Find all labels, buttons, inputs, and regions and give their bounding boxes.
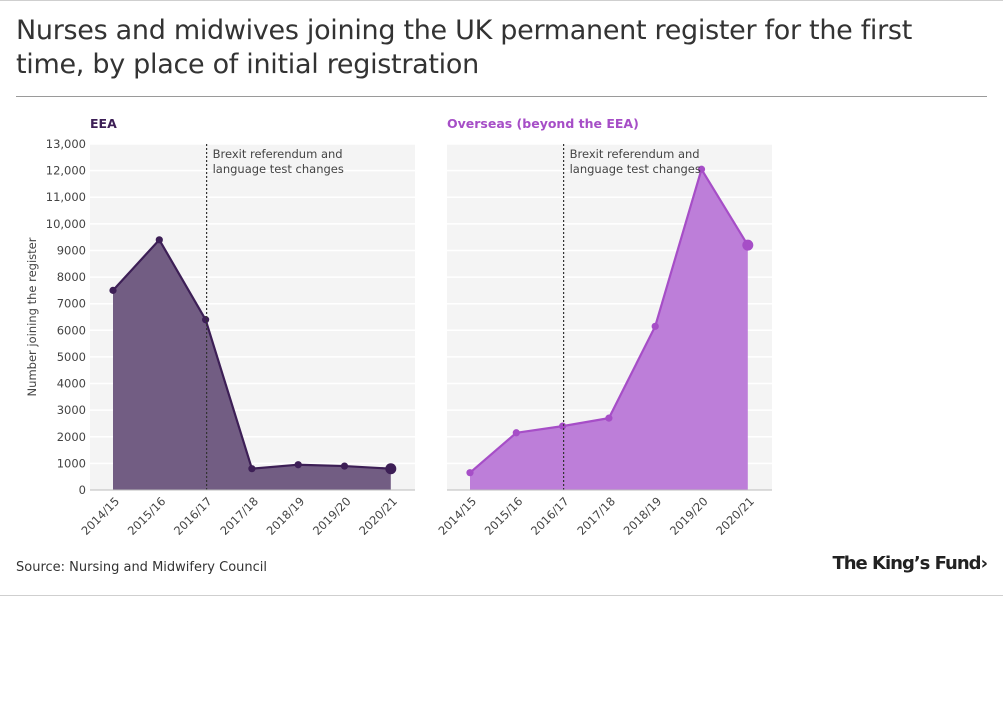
data-point xyxy=(202,316,210,324)
x-tick-label: 2016/17 xyxy=(171,494,215,538)
x-tick-label: 2015/16 xyxy=(482,494,526,538)
page-title: Nurses and midwives joining the UK perma… xyxy=(16,15,912,80)
title-divider xyxy=(16,96,987,97)
y-tick-label: 4000 xyxy=(57,377,86,391)
top-rule xyxy=(0,0,1003,1)
x-tick-label: 2020/21 xyxy=(356,494,400,538)
x-tick-label: 2019/20 xyxy=(310,494,354,538)
data-point xyxy=(340,462,349,470)
y-tick-label: 6000 xyxy=(57,323,86,337)
data-point xyxy=(109,286,117,294)
data-point xyxy=(512,429,520,437)
annotation-label: Brexit referendum and xyxy=(570,147,700,161)
source-note: Source: Nursing and Midwifery Council xyxy=(16,560,268,575)
x-tick-label: 2014/15 xyxy=(78,494,122,538)
y-tick-label: 8000 xyxy=(57,270,86,284)
x-tick-label: 2014/15 xyxy=(435,494,479,538)
data-point xyxy=(248,465,256,473)
y-tick-label: 7000 xyxy=(57,297,86,311)
data-point xyxy=(559,422,567,430)
y-tick-label: 11,000 xyxy=(46,190,86,204)
panel-title: Overseas (beyond the EEA) xyxy=(447,116,639,131)
bottom-rule xyxy=(0,595,1003,596)
kings-fund-logo: The King’s Fund› xyxy=(832,553,988,574)
y-tick-label: 12,000 xyxy=(46,164,86,178)
panel-title: EEA xyxy=(90,116,117,131)
data-point xyxy=(294,461,302,469)
y-tick-label: 0 xyxy=(79,483,86,497)
x-tick-label: 2020/21 xyxy=(713,494,757,538)
data-point xyxy=(385,463,397,475)
data-point xyxy=(697,165,706,173)
area-fill xyxy=(113,239,391,490)
data-point xyxy=(742,239,754,251)
y-tick-label: 10,000 xyxy=(46,217,86,231)
data-point xyxy=(466,469,474,477)
y-axis-label: Number joining the register xyxy=(25,237,39,396)
data-point xyxy=(155,236,163,244)
y-tick-label: 3000 xyxy=(57,403,86,417)
x-tick-label: 2017/18 xyxy=(217,494,261,538)
x-tick-label: 2015/16 xyxy=(125,494,169,538)
y-tick-label: 9000 xyxy=(57,243,86,257)
x-tick-label: 2018/19 xyxy=(621,494,665,538)
annotation-label: language test changes xyxy=(570,162,701,176)
x-tick-label: 2019/20 xyxy=(667,494,711,538)
y-tick-label: 5000 xyxy=(57,350,86,364)
y-tick-label: 2000 xyxy=(57,430,86,444)
y-tick-label: 13,000 xyxy=(46,137,86,151)
x-tick-label: 2018/19 xyxy=(264,494,308,538)
data-point xyxy=(605,414,613,422)
x-tick-label: 2017/18 xyxy=(574,494,618,538)
annotation-label: language test changes xyxy=(213,162,344,176)
y-tick-label: 1000 xyxy=(57,456,86,470)
annotation-label: Brexit referendum and xyxy=(213,147,343,161)
x-tick-label: 2016/17 xyxy=(528,494,572,538)
data-point xyxy=(651,322,659,330)
